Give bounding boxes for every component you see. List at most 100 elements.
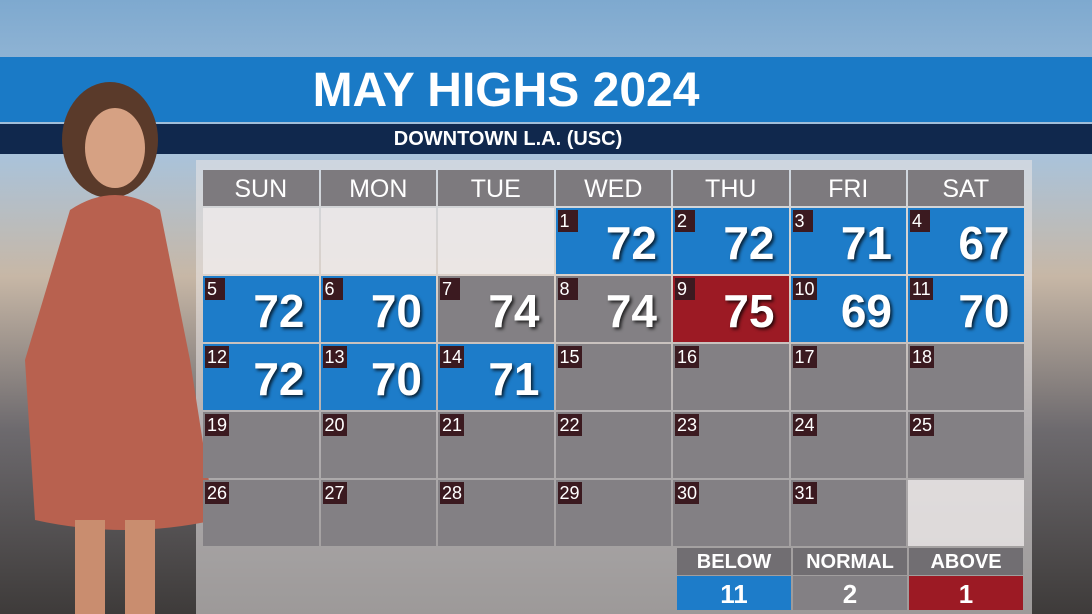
- high-temp: 75: [723, 285, 775, 337]
- high-temp: 72: [253, 285, 305, 337]
- day-number: 25: [910, 414, 935, 436]
- high-temp: 70: [370, 353, 422, 405]
- presenter: [25, 82, 215, 614]
- high-temp: 70: [958, 285, 1010, 337]
- day-cell: 6 70: [320, 276, 436, 342]
- legend-label: NORMAL: [793, 548, 907, 575]
- day-cell: 16: [673, 344, 789, 410]
- day-cell: 9 75: [673, 276, 789, 342]
- day-cell: 15: [555, 344, 671, 410]
- day-number: 14: [440, 346, 465, 368]
- day-number: 28: [440, 482, 465, 504]
- day-cell: 1 72: [555, 208, 671, 274]
- day-number: 8: [557, 278, 578, 300]
- day-cell: 2 72: [673, 208, 789, 274]
- high-temp: 71: [840, 217, 892, 269]
- high-temp: 74: [488, 285, 540, 337]
- day-number: 18: [910, 346, 935, 368]
- day-cell: 26: [203, 480, 319, 546]
- weekday-header: TUE: [438, 170, 554, 206]
- legend-label: BELOW: [677, 548, 791, 575]
- day-number: 13: [322, 346, 347, 368]
- day-cell: 21: [438, 412, 554, 478]
- day-number: 16: [675, 346, 700, 368]
- day-cell: 23: [673, 412, 789, 478]
- day-cell: 17: [790, 344, 906, 410]
- day-number: 2: [675, 210, 695, 232]
- day-number: 7: [440, 278, 460, 300]
- subtitle: DOWNTOWN L.A. (USC): [393, 128, 623, 150]
- weekday-header: SUN: [203, 170, 319, 206]
- day-number: 23: [675, 414, 700, 436]
- high-temp: 72: [605, 217, 657, 269]
- day-number: 31: [792, 482, 817, 504]
- high-temp: 67: [958, 217, 1010, 269]
- weekday-header: MON: [320, 170, 436, 206]
- day-number: 26: [205, 482, 230, 504]
- day-cell: 31: [790, 480, 906, 546]
- legend-label: ABOVE: [909, 548, 1023, 575]
- high-temp: 72: [723, 217, 775, 269]
- day-number: 6: [322, 278, 343, 300]
- day-number: 20: [322, 414, 347, 436]
- day-number: 9: [675, 278, 695, 300]
- day-number: 5: [205, 278, 225, 300]
- day-cell: 30: [673, 480, 789, 546]
- day-number: 22: [557, 414, 582, 436]
- day-cell: 27: [320, 480, 436, 546]
- day-cell: 22: [555, 412, 671, 478]
- day-number: 19: [205, 414, 230, 436]
- high-temp: 69: [840, 285, 892, 337]
- day-number: 21: [440, 414, 465, 436]
- weekday-header: THU: [673, 170, 789, 206]
- day-cell: 29: [555, 480, 671, 546]
- day-cell: 14 71: [438, 344, 554, 410]
- high-temp: 74: [605, 285, 657, 337]
- day-cell: 11 70: [908, 276, 1024, 342]
- legend-count: 11: [677, 576, 791, 610]
- dress: [25, 195, 215, 530]
- weekday-header: SAT: [908, 170, 1024, 206]
- day-number: 27: [322, 482, 347, 504]
- day-number: 1: [557, 210, 578, 232]
- leg: [125, 520, 155, 614]
- day-cell: 20: [320, 412, 436, 478]
- high-temp: 72: [253, 353, 305, 405]
- day-cell: 18: [908, 344, 1024, 410]
- day-number: 10: [792, 278, 817, 300]
- day-number: 24: [792, 414, 817, 436]
- day-cell: 24: [790, 412, 906, 478]
- day-cell: 12 72: [203, 344, 319, 410]
- day-number: 12: [205, 346, 230, 368]
- day-number: 30: [675, 482, 700, 504]
- day-cell: 10 69: [790, 276, 906, 342]
- subtitle-strip: [0, 124, 1092, 154]
- day-cell: 7 74: [438, 276, 554, 342]
- day-number: 11: [910, 278, 933, 300]
- day-number: 4: [910, 210, 930, 232]
- day-cell: 28: [438, 480, 554, 546]
- day-number: 15: [557, 346, 582, 368]
- empty-cell: [438, 208, 554, 274]
- legend-count: 1: [909, 576, 1023, 610]
- day-number: 29: [557, 482, 582, 504]
- day-number: 3: [792, 210, 813, 232]
- high-temp: 71: [488, 353, 540, 405]
- empty-cell: [320, 208, 436, 274]
- high-temp: 70: [370, 285, 422, 337]
- day-cell: 13 70: [320, 344, 436, 410]
- day-cell: 19: [203, 412, 319, 478]
- day-cell: 4 67: [908, 208, 1024, 274]
- day-cell: 3 71: [790, 208, 906, 274]
- weekday-header: WED: [555, 170, 671, 206]
- day-cell: 5 72: [203, 276, 319, 342]
- title: MAY HIGHS 2024: [312, 64, 700, 117]
- day-cell: 25: [908, 412, 1024, 478]
- legend-count: 2: [793, 576, 907, 610]
- empty-cell: [203, 208, 319, 274]
- empty-cell: [908, 480, 1024, 546]
- weekday-header: FRI: [790, 170, 906, 206]
- title-banner: [0, 57, 1092, 122]
- face: [85, 108, 145, 188]
